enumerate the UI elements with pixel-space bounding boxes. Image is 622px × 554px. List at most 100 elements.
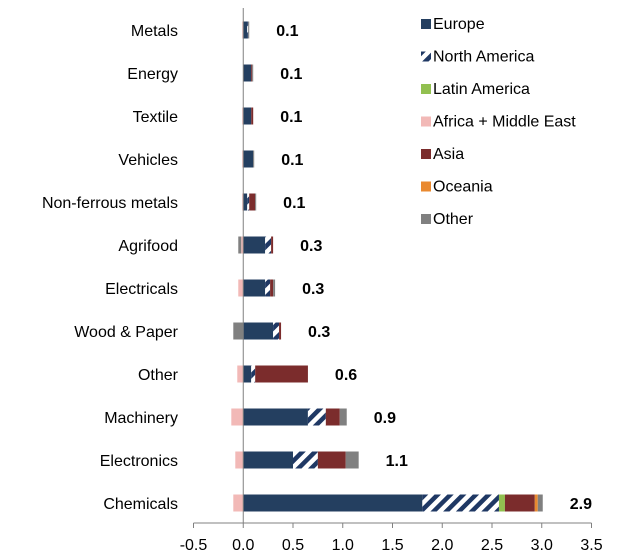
bar-chemicals-north-america — [422, 494, 499, 512]
bar-metals-europe — [243, 21, 248, 39]
x-tick-label: 1.0 — [332, 537, 354, 554]
bar-electricals-europe — [243, 279, 266, 297]
category-label-other: Other — [138, 367, 179, 384]
bar-vehicles-europe — [243, 150, 254, 168]
legend-swatch-other — [421, 214, 431, 224]
bar-wood-paper-asia — [279, 322, 282, 340]
bar-energy-other — [252, 64, 254, 82]
category-label-metals: Metals — [131, 23, 178, 40]
bar-energy-asia — [251, 64, 253, 82]
bar-other-africa-middle-east — [237, 365, 244, 383]
bar-electricals-asia — [270, 279, 274, 297]
bar-electricals-north-america — [265, 279, 271, 297]
bar-machinery-europe — [243, 408, 308, 426]
bar-non-ferrous-metals-europe — [243, 193, 248, 211]
total-label-chemicals: 2.9 — [570, 496, 592, 513]
legend-swatch-north-america — [421, 51, 431, 62]
bar-machinery-asia — [325, 408, 340, 426]
total-label-metals: 0.1 — [276, 23, 298, 40]
bar-non-ferrous-metals-north-america — [247, 193, 250, 211]
bar-chemicals-latin-america — [498, 494, 505, 512]
x-tick-label: 0.5 — [282, 537, 304, 554]
bar-metals-other — [248, 21, 250, 39]
bar-electronics-europe — [243, 451, 293, 469]
bar-electricals-africa-middle-east — [238, 279, 244, 297]
bar-vehicles-other — [253, 150, 255, 168]
x-tick-label: -0.5 — [180, 537, 208, 554]
category-label-chemicals: Chemicals — [103, 496, 178, 513]
bar-electronics-asia — [317, 451, 346, 469]
x-tick-label: 2.5 — [481, 537, 503, 554]
bar-other-europe — [243, 365, 252, 383]
total-label-machinery: 0.9 — [374, 410, 396, 427]
legend-swatch-oceania — [421, 181, 431, 192]
bar-electronics-north-america — [293, 451, 318, 469]
bar-wood-paper-north-america — [273, 322, 280, 340]
bar-electronics-africa-middle-east — [235, 451, 244, 469]
bar-other-north-america — [251, 365, 256, 383]
total-label-agrifood: 0.3 — [300, 238, 322, 255]
legend-label-europe: Europe — [433, 16, 485, 33]
total-label-electronics: 1.1 — [386, 453, 408, 470]
bar-non-ferrous-metals-asia — [249, 193, 256, 211]
bar-agrifood-north-america — [265, 236, 272, 254]
x-tick-label: 0.0 — [232, 537, 254, 554]
bar-wood-paper-other — [233, 322, 244, 340]
bar-agrifood-asia — [271, 236, 274, 254]
category-label-machinery: Machinery — [104, 410, 178, 427]
legend-swatch-asia — [421, 149, 431, 159]
total-label-energy: 0.1 — [280, 66, 302, 83]
total-label-wood-paper: 0.3 — [308, 324, 330, 341]
bar-chemicals-oceania — [534, 494, 538, 512]
bar-textile-asia — [251, 107, 254, 125]
category-label-electricals: Electricals — [105, 281, 178, 298]
x-tick-label: 3.0 — [531, 537, 553, 554]
bar-machinery-north-america — [307, 408, 326, 426]
bar-textile-europe — [243, 107, 252, 125]
category-label-energy: Energy — [127, 66, 178, 83]
legend-swatch-europe — [421, 19, 431, 29]
bar-electronics-other — [345, 451, 359, 469]
bar-other-asia — [255, 365, 308, 383]
bar-wood-paper-europe — [243, 322, 274, 340]
bar-chemicals-africa-middle-east — [233, 494, 244, 512]
total-label-electricals: 0.3 — [302, 281, 324, 298]
legend-swatch-latin-america — [421, 84, 431, 94]
category-label-vehicles: Vehicles — [118, 152, 178, 169]
category-label-wood-paper: Wood & Paper — [74, 324, 178, 341]
category-label-textile: Textile — [133, 109, 178, 126]
legend-label-north-america: North America — [433, 49, 534, 66]
x-tick-label: 1.5 — [381, 537, 403, 554]
legend-swatch-africa-middle-east — [421, 116, 431, 127]
x-axis: -0.5 0.0 0.5 1.0 1.5 2.0 2.5 3.0 3.5 — [180, 8, 603, 554]
legend-label-latin-america: Latin America — [433, 81, 530, 98]
bar-chemicals-europe — [243, 494, 423, 512]
legend-label-africa-middle-east: Africa + Middle East — [433, 114, 576, 131]
legend-label-asia: Asia — [433, 146, 464, 163]
total-label-non-ferrous-metals: 0.1 — [283, 195, 305, 212]
legend-label-other: Other — [433, 211, 474, 228]
bar-non-ferrous-metals-other — [255, 193, 257, 211]
bar-agrifood-europe — [243, 236, 266, 254]
plot-area: Metals 0.1 Energy 0.1 Textile 0.1 Vehicles 0.1 N… — [42, 21, 592, 513]
x-tick-label: 2.0 — [431, 537, 453, 554]
total-label-vehicles: 0.1 — [281, 152, 303, 169]
bar-machinery-other — [339, 408, 347, 426]
bar-metals-north-america — [247, 21, 249, 39]
bar-energy-europe — [243, 64, 252, 82]
bar-agrifood-africa-middle-east — [241, 236, 244, 254]
category-label-electronics: Electronics — [100, 453, 178, 470]
bar-agrifood-other — [238, 236, 242, 254]
x-tick-label: 3.5 — [580, 537, 602, 554]
category-label-agrifood: Agrifood — [118, 238, 178, 255]
bar-chemicals-asia — [504, 494, 535, 512]
total-label-textile: 0.1 — [280, 109, 302, 126]
total-label-other: 0.6 — [335, 367, 357, 384]
legend-label-oceania: Oceania — [433, 179, 493, 196]
category-label-non-ferrous-metals: Non-ferrous metals — [42, 195, 178, 212]
bar-electricals-other — [273, 279, 276, 297]
bar-chemicals-other — [537, 494, 543, 512]
bar-machinery-africa-middle-east — [231, 408, 244, 426]
legend: Europe North America Latin America Africa +… — [421, 16, 576, 228]
